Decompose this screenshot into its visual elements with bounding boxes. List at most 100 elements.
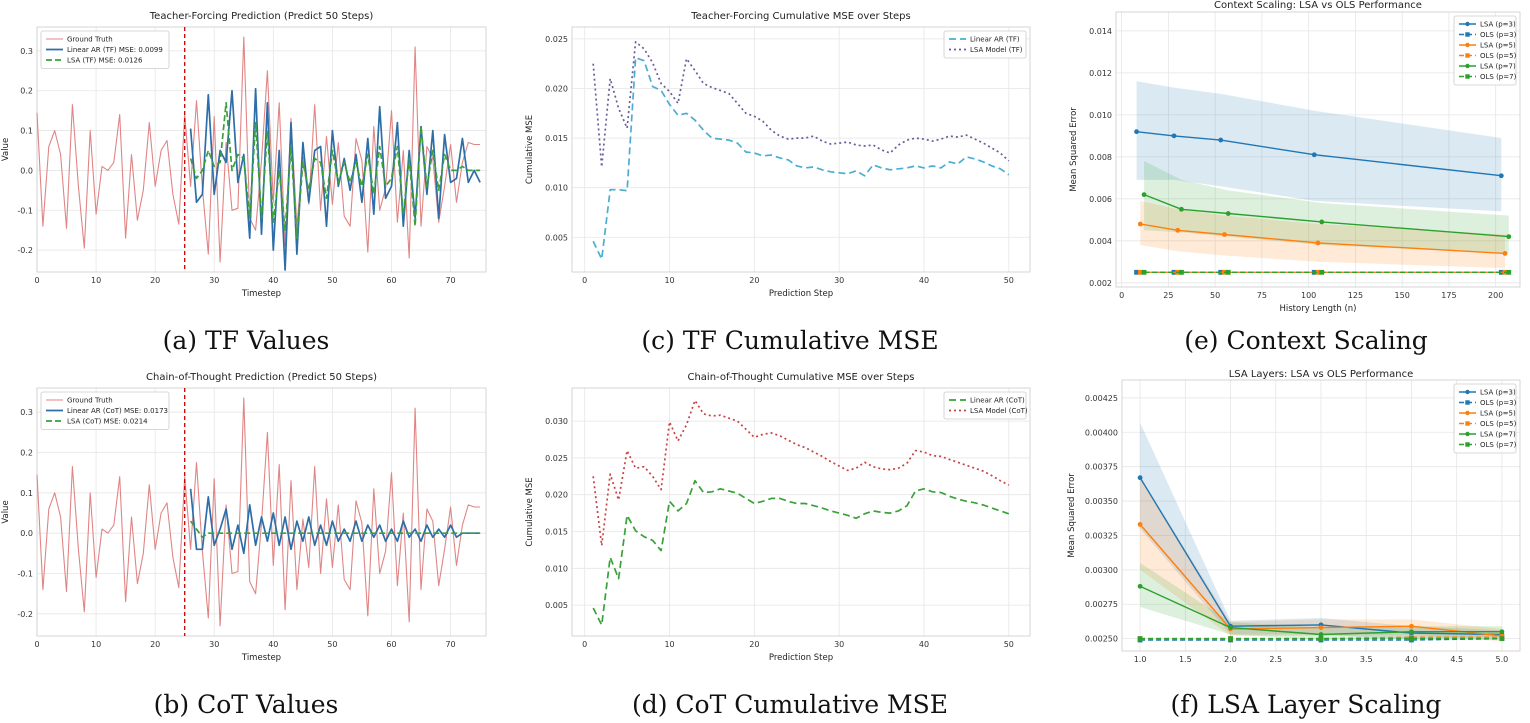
chart-b-ytick-label: 0.0 bbox=[20, 529, 33, 538]
chart-e-xtick-label: 125 bbox=[1348, 291, 1363, 300]
chart-e-point bbox=[1134, 269, 1139, 275]
chart-b-series-line bbox=[36, 397, 481, 627]
chart-a-xtick-label: 20 bbox=[150, 276, 160, 285]
chart-c-frame bbox=[571, 26, 1031, 273]
chart-b-legend-box bbox=[40, 391, 170, 430]
chart-a-ytick-label: 0.0 bbox=[20, 166, 33, 175]
chart-e-legend-label: OLS (p=5) bbox=[1480, 52, 1517, 60]
chart-f-point bbox=[1409, 623, 1414, 629]
chart-d-ylabel: Cumulative MSE bbox=[525, 477, 535, 546]
chart-f-point bbox=[1409, 629, 1414, 635]
chart-e-legend-label: OLS (p=3) bbox=[1480, 31, 1517, 39]
chart-e-point bbox=[1134, 129, 1139, 135]
chart-e-ytick-label: 0.002 bbox=[1089, 279, 1112, 288]
chart-e-point bbox=[1319, 269, 1325, 275]
chart-f-ytick-label: 0.00375 bbox=[1085, 463, 1118, 472]
chart-d-title: Chain-of-Thought Cumulative MSE over Ste… bbox=[687, 372, 914, 383]
chart-f-legend-label: LSA (p=5) bbox=[1480, 410, 1516, 418]
chart-f-xtick-label: 1.0 bbox=[1134, 655, 1147, 664]
chart-f-legend-label: OLS (p=7) bbox=[1480, 441, 1517, 449]
chart-a-title: Teacher-Forcing Prediction (Predict 50 S… bbox=[149, 11, 374, 22]
chart-c-legend-box bbox=[943, 30, 1027, 59]
chart-d-xtick-label: 10 bbox=[664, 640, 674, 649]
chart-b-ylabel: Value bbox=[1, 500, 11, 523]
chart-a-xlabel: Timestep bbox=[241, 289, 281, 299]
caption-d: (d) CoT Cumulative MSE bbox=[631, 690, 949, 719]
chart-e-xlabel: History Length (n) bbox=[1280, 304, 1357, 314]
chart-d-ytick-label: 0.005 bbox=[545, 601, 568, 610]
chart-e-xtick-label: 75 bbox=[1257, 291, 1267, 300]
chart-e-ytick-label: 0.008 bbox=[1089, 153, 1112, 162]
chart-f-xtick-label: 3.0 bbox=[1315, 655, 1328, 664]
chart-f-point bbox=[1228, 625, 1233, 631]
chart-b-xtick-label: 50 bbox=[327, 640, 337, 649]
chart-f-ytick-label: 0.00425 bbox=[1085, 394, 1118, 403]
chart-f-legend-marker bbox=[1465, 421, 1470, 426]
chart-f-xtick-label: 2.0 bbox=[1224, 655, 1237, 664]
chart-a-xtick-label: 0 bbox=[34, 276, 39, 285]
chart-e-point bbox=[1506, 234, 1512, 240]
chart-c-xtick-label: 20 bbox=[749, 276, 759, 285]
chart-a-xtick-label: 50 bbox=[327, 276, 337, 285]
chart-c-ytick-label: 0.015 bbox=[545, 134, 568, 143]
chart-e-band bbox=[1144, 161, 1509, 254]
chart-e-band bbox=[1140, 200, 1505, 269]
chart-e-legend-label: LSA (p=7) bbox=[1480, 63, 1516, 71]
chart-e-xtick-label: 150 bbox=[1395, 291, 1410, 300]
chart-e-point bbox=[1222, 232, 1227, 237]
chart-f-frame bbox=[1121, 379, 1521, 652]
chart-c-xtick-label: 0 bbox=[582, 276, 587, 285]
chart-d-legend-label: Linear AR (CoT) bbox=[970, 397, 1025, 405]
chart-c-series-line bbox=[592, 56, 1010, 260]
chart-e-title: Context Scaling: LSA vs OLS Performance bbox=[1214, 0, 1422, 11]
chart-f-point bbox=[1318, 625, 1324, 631]
chart-f-legend-label: OLS (p=5) bbox=[1480, 420, 1517, 428]
chart-b-legend-label: LSA (CoT) MSE: 0.0214 bbox=[67, 418, 148, 426]
chart-b-series-line bbox=[189, 488, 481, 555]
chart-d-series-line bbox=[592, 399, 1010, 547]
chart-e-xtick-label: 25 bbox=[1163, 291, 1173, 300]
chart-f-point bbox=[1318, 632, 1324, 637]
chart-a-xtick-label: 10 bbox=[91, 276, 101, 285]
caption-c: (c) TF Cumulative MSE bbox=[641, 326, 939, 355]
chart-f-point bbox=[1137, 522, 1143, 527]
chart-e-point bbox=[1137, 269, 1143, 275]
chart-f-point bbox=[1318, 636, 1324, 642]
chart-e-point bbox=[1502, 251, 1508, 256]
chart-e-point bbox=[1171, 133, 1177, 139]
chart-e-legend-marker bbox=[1465, 21, 1470, 27]
chart-f-point bbox=[1137, 636, 1143, 642]
chart-d-xlabel: Prediction Step bbox=[769, 653, 833, 663]
chart-b-series-line bbox=[189, 520, 481, 539]
chart-f-title: LSA Layers: LSA vs OLS Performance bbox=[1229, 369, 1414, 380]
chart-f-ytick-label: 0.00275 bbox=[1085, 600, 1118, 609]
chart-a-xtick-label: 60 bbox=[386, 276, 396, 285]
chart-e-ytick-label: 0.012 bbox=[1089, 69, 1112, 78]
chart-b-legend-label: Ground Truth bbox=[67, 397, 113, 405]
chart-b-xtick-label: 10 bbox=[91, 640, 101, 649]
chart-a-legend-label: Linear AR (TF) MSE: 0.0099 bbox=[67, 46, 163, 54]
chart-f-xtick-label: 2.5 bbox=[1269, 655, 1282, 664]
chart-f-ytick-label: 0.00250 bbox=[1085, 635, 1118, 644]
chart-d-series-line bbox=[592, 479, 1010, 626]
chart-f-legend-marker bbox=[1465, 389, 1470, 395]
chart-c-tf-cumulative-mse: 0.005 0.010 0.015 0.020 0.025 0 10 20 30 40 50 Teac… bbox=[525, 11, 1031, 299]
chart-a-tf-values: -0.2 -0.1 0.0 0.1 0.2 0.3 0 10 20 30 40 50 60 70 Teach… bbox=[1, 11, 487, 299]
chart-f-lsa-layer-scaling: 0.00250 0.00275 0.00300 0.00325 0.00350 0.003… bbox=[1067, 369, 1521, 664]
chart-e-point bbox=[1137, 221, 1143, 227]
chart-d-ytick-label: 0.030 bbox=[545, 417, 568, 426]
caption-f: (f) LSA Layer Scaling bbox=[1170, 690, 1442, 719]
chart-f-point bbox=[1499, 636, 1505, 642]
chart-c-legend-label: LSA Model (TF) bbox=[970, 46, 1023, 54]
chart-a-ylabel: Value bbox=[1, 138, 11, 161]
chart-d-legend-box bbox=[943, 391, 1027, 420]
chart-e-legend-label: LSA (p=3) bbox=[1480, 21, 1516, 29]
chart-b-xlabel: Timestep bbox=[241, 653, 281, 663]
chart-e-xtick-label: 175 bbox=[1441, 291, 1456, 300]
chart-e-xtick-label: 50 bbox=[1210, 291, 1220, 300]
chart-d-xtick-label: 20 bbox=[749, 640, 759, 649]
chart-e-band bbox=[1136, 81, 1502, 212]
chart-e-ytick-label: 0.014 bbox=[1089, 27, 1112, 36]
chart-b-ytick-label: -0.2 bbox=[17, 610, 33, 619]
chart-d-cot-cumulative-mse: 0.005 0.010 0.015 0.020 0.025 0.030 0 10 20 30 40 5… bbox=[525, 372, 1031, 663]
